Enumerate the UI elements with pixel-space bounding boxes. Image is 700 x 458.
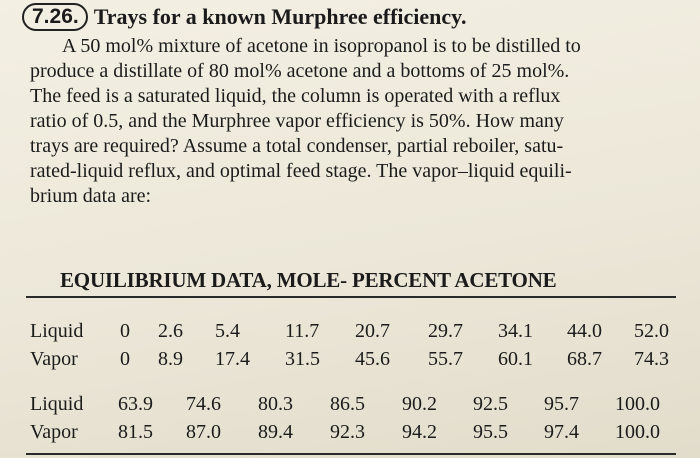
table-cell: 95.7: [544, 393, 579, 415]
table-cell: 86.5: [330, 393, 365, 415]
table-cell: 92.3: [330, 421, 365, 443]
table-cell: 63.9: [118, 393, 153, 415]
statement-line: brium data are:: [30, 185, 152, 207]
table-cell: 45.6: [355, 348, 390, 370]
table-cell: 74.6: [186, 393, 221, 415]
table-cell: 5.4: [215, 320, 240, 342]
problem-statement: A 50 mol% mixture of acetone in isopropa…: [30, 34, 695, 209]
table-cell: 60.1: [498, 348, 533, 370]
row-label: Liquid: [30, 393, 84, 415]
table-top-rule: [26, 296, 676, 298]
table-cell: 68.7: [567, 348, 602, 370]
statement-line: The feed is a saturated liquid, the colu…: [30, 85, 561, 107]
table-cell: 100.0: [615, 393, 660, 415]
table-cell: 8.9: [158, 348, 183, 370]
table-cell: 20.7: [355, 320, 390, 342]
table-cell: 17.4: [215, 348, 250, 370]
table-cell: 92.5: [473, 393, 508, 415]
table-cell: 94.2: [402, 421, 437, 443]
problem-heading: 7.26. Trays for a known Murphree efficie…: [22, 2, 466, 32]
statement-line: rated-liquid reflux, and optimal feed st…: [30, 160, 572, 182]
table-cell: 55.7: [428, 348, 463, 370]
row-label: Vapor: [30, 421, 78, 443]
table-cell: 87.0: [186, 421, 221, 443]
table-cell: 95.5: [473, 421, 508, 443]
table-cell: 74.3: [634, 348, 669, 370]
statement-line: A 50 mol% mixture of acetone in isopropa…: [62, 35, 581, 57]
table-cell: 89.4: [258, 421, 293, 443]
statement-line: produce a distillate of 80 mol% acetone …: [30, 60, 570, 82]
statement-line: ratio of 0.5, and the Murphree vapor eff…: [30, 110, 564, 132]
table-cell: 34.1: [498, 320, 533, 342]
table-cell: 0: [120, 320, 130, 342]
table-cell: 29.7: [428, 320, 463, 342]
row-label: Vapor: [30, 348, 78, 370]
table-cell: 52.0: [634, 320, 669, 342]
row-label: Liquid: [30, 320, 84, 342]
table-cell: 31.5: [285, 348, 320, 370]
table-cell: 0: [120, 348, 130, 370]
table-bottom-rule: [26, 453, 676, 455]
problem-number: 7.26.: [22, 3, 88, 31]
table-cell: 90.2: [402, 393, 437, 415]
table-cell: 2.6: [158, 320, 183, 342]
table-cell: 97.4: [544, 421, 579, 443]
table-title: EQUILIBRIUM DATA, MOLE- PERCENT ACETONE: [60, 268, 557, 292]
statement-line: trays are required? Assume a total conde…: [30, 135, 564, 157]
table-cell: 81.5: [118, 421, 153, 443]
problem-title: Trays for a known Murphree efficiency.: [93, 4, 467, 29]
table-cell: 11.7: [285, 320, 320, 342]
table-cell: 44.0: [567, 320, 602, 342]
table-cell: 100.0: [615, 421, 660, 443]
table-cell: 80.3: [258, 393, 293, 415]
